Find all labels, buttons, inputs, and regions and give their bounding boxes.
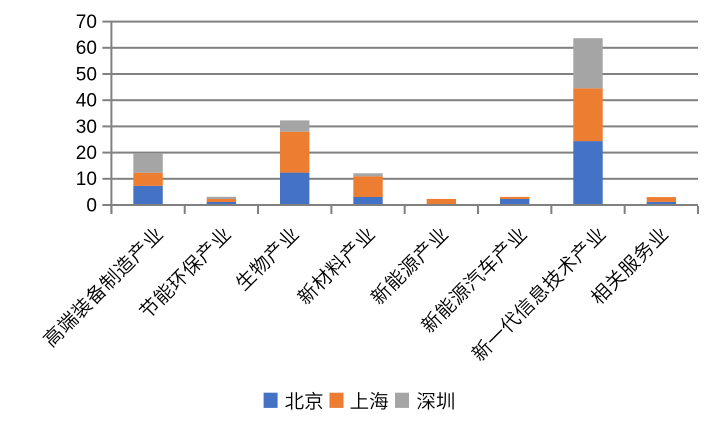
svg-text:70: 70 — [76, 12, 97, 33]
svg-text:40: 40 — [76, 91, 97, 112]
svg-text:10: 10 — [76, 169, 97, 190]
svg-text:60: 60 — [76, 38, 97, 59]
svg-text:50: 50 — [76, 64, 97, 85]
svg-text:0: 0 — [86, 195, 97, 216]
svg-text:20: 20 — [76, 143, 97, 164]
svg-text:30: 30 — [76, 117, 97, 138]
